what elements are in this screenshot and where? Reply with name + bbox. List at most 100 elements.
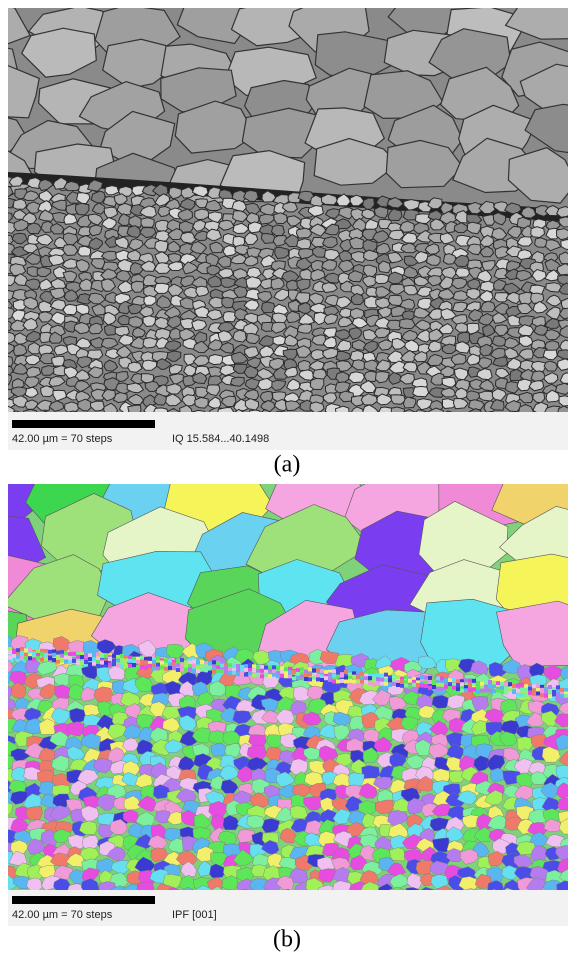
figure: 42.00 µm = 70 steps IQ 15.584...40.1498 … xyxy=(0,0,574,958)
grain xyxy=(131,281,144,292)
grain xyxy=(236,672,240,676)
grain xyxy=(40,658,44,662)
grain xyxy=(452,678,456,682)
grain xyxy=(92,658,96,662)
grain xyxy=(484,681,488,685)
grain xyxy=(240,667,244,671)
grain xyxy=(379,261,391,273)
grain xyxy=(156,656,160,660)
grain xyxy=(160,661,164,665)
grain xyxy=(220,664,224,668)
grain xyxy=(564,694,568,698)
caption: (a) xyxy=(274,452,301,478)
grain xyxy=(428,676,432,680)
grain xyxy=(140,661,144,665)
grain xyxy=(60,658,64,662)
grain xyxy=(364,680,368,684)
grain xyxy=(520,693,524,697)
grain xyxy=(368,681,372,685)
grain xyxy=(68,656,72,660)
grain xyxy=(68,652,72,656)
grain xyxy=(68,660,72,664)
grain xyxy=(452,686,456,690)
grain xyxy=(154,283,169,293)
grain xyxy=(152,667,156,671)
grain xyxy=(350,308,364,318)
grain xyxy=(24,648,28,652)
grain xyxy=(288,670,292,674)
grain xyxy=(340,674,344,678)
grain xyxy=(348,372,364,383)
grain xyxy=(312,668,316,672)
grain xyxy=(324,676,328,680)
grain xyxy=(376,682,380,686)
grain xyxy=(72,659,76,663)
grain xyxy=(508,682,512,686)
grain xyxy=(228,671,232,675)
grain xyxy=(28,648,32,652)
grain xyxy=(155,240,168,252)
grain xyxy=(420,684,424,688)
grain xyxy=(436,683,440,687)
grain xyxy=(492,689,496,693)
grain xyxy=(240,671,244,675)
grain xyxy=(472,687,476,691)
grain xyxy=(352,675,356,679)
grain xyxy=(116,663,120,667)
grain xyxy=(540,693,544,697)
grain xyxy=(492,685,496,689)
grain xyxy=(403,397,415,408)
grain xyxy=(284,667,288,671)
grain xyxy=(12,649,16,653)
grain xyxy=(520,688,524,692)
grain xyxy=(484,685,488,689)
grain xyxy=(320,678,324,682)
grain xyxy=(180,663,184,667)
grain xyxy=(332,674,336,678)
grain xyxy=(264,673,268,677)
grain xyxy=(224,670,228,674)
grain xyxy=(352,679,356,683)
grain xyxy=(512,684,516,688)
grain xyxy=(288,667,292,671)
grain xyxy=(204,664,208,668)
grain xyxy=(540,688,544,692)
grain xyxy=(468,688,472,692)
grain xyxy=(76,203,90,215)
grain xyxy=(464,688,468,692)
grain xyxy=(280,669,284,673)
grain xyxy=(114,393,128,403)
grain xyxy=(296,672,300,676)
grain xyxy=(188,660,192,664)
grain xyxy=(244,668,248,672)
grain xyxy=(316,674,320,678)
grain xyxy=(108,657,112,661)
grain xyxy=(167,384,182,394)
grain xyxy=(512,690,516,694)
map-label: IPF [001] xyxy=(172,909,217,921)
grain xyxy=(392,682,396,686)
grain xyxy=(561,298,573,309)
grain xyxy=(268,669,272,673)
grain xyxy=(440,683,444,687)
grain xyxy=(360,672,364,676)
grain xyxy=(60,654,64,658)
grain xyxy=(20,655,24,659)
grain xyxy=(192,669,196,673)
grain xyxy=(320,674,324,678)
grain xyxy=(292,676,296,680)
grain xyxy=(440,676,444,680)
grain xyxy=(504,686,508,690)
grain xyxy=(152,660,156,664)
grain xyxy=(78,246,91,256)
grain xyxy=(140,655,144,659)
grain xyxy=(308,673,312,677)
grain xyxy=(132,657,136,661)
grain xyxy=(536,688,540,692)
grain xyxy=(380,678,384,682)
grain xyxy=(88,653,92,657)
grain xyxy=(496,681,500,685)
grain xyxy=(544,690,548,694)
grain xyxy=(424,684,428,688)
grain xyxy=(168,663,172,667)
